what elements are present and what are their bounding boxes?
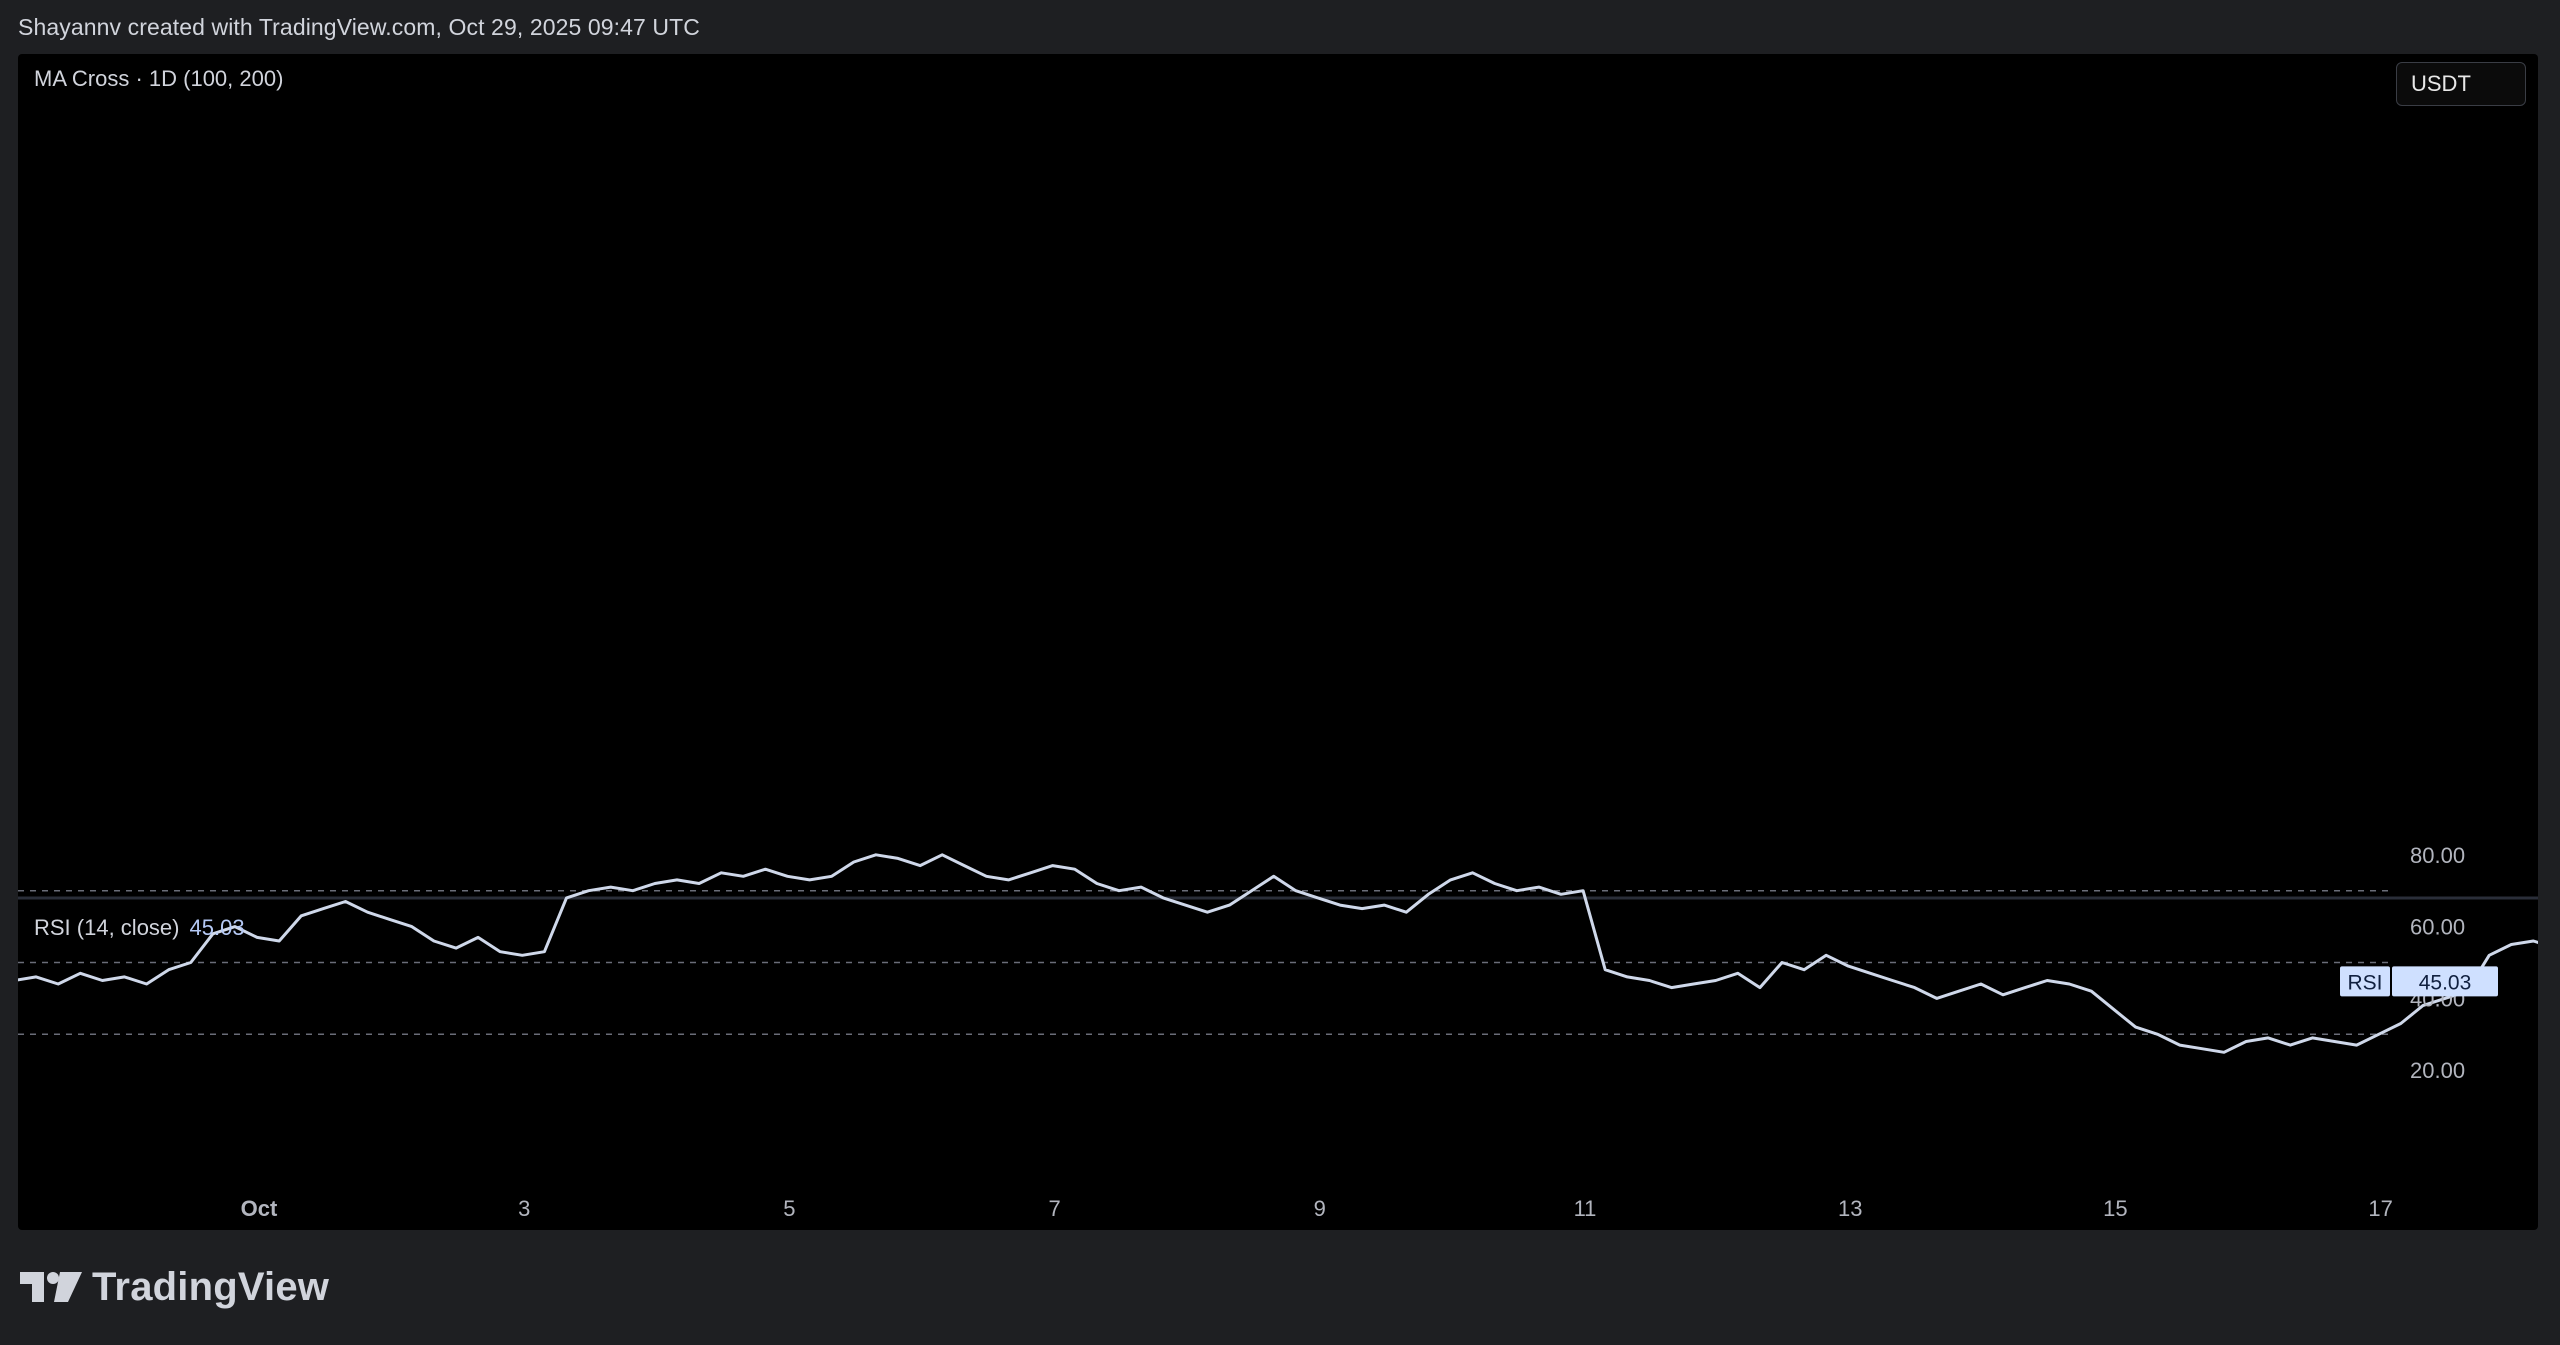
rsi-badge-name-bg xyxy=(2340,966,2390,997)
rsi-line xyxy=(18,853,2538,1054)
rsi-badge-name: RSI xyxy=(2347,971,2382,994)
time-tick-label: 17 xyxy=(2368,1196,2392,1221)
rsi-badge-value-bg xyxy=(2392,966,2498,997)
time-tick-label: 5 xyxy=(783,1196,795,1221)
badges-layer: 4,001.3502:12:42RSI45.03 xyxy=(2340,966,2498,997)
rsi-value-badge: RSI 45.03 xyxy=(2340,966,2498,997)
rsi-tick-label: 60.00 xyxy=(2410,915,2465,940)
time-tick-label: Oct xyxy=(241,1196,278,1221)
tradingview-logo[interactable]: TradingView xyxy=(20,1262,329,1312)
tradingview-logo-icon xyxy=(20,1272,82,1302)
time-tick-label: 15 xyxy=(2103,1196,2127,1221)
time-tick-label: 11 xyxy=(1574,1196,1597,1221)
rsi-label-text: RSI (14, close) xyxy=(34,915,180,940)
rsi-layer xyxy=(18,853,2538,1054)
time-tick-label: 3 xyxy=(518,1196,530,1221)
chart-canvas[interactable]: FVG 4,800.004,600.004,400.004,200.003,85… xyxy=(18,54,2538,1230)
chart-panel[interactable]: FVG 4,800.004,600.004,400.004,200.003,85… xyxy=(18,54,2538,1230)
rsi-tick-label: 20.00 xyxy=(2410,1058,2465,1083)
rsi-badge-value: 45.03 xyxy=(2419,971,2472,994)
time-tick-label: 13 xyxy=(1838,1196,1862,1221)
time-tick-label: 7 xyxy=(1048,1196,1060,1221)
time-tick-label: 9 xyxy=(1314,1196,1326,1221)
chart-credit: Shayannv created with TradingView.com, O… xyxy=(18,14,700,40)
rsi-label[interactable]: RSI (14, close) 45.03 xyxy=(34,915,245,941)
tradingview-logo-text: TradingView xyxy=(92,1264,330,1309)
currency-button[interactable]: USDT xyxy=(2396,62,2526,106)
price-axis: 4,800.004,600.004,400.004,200.003,850.00… xyxy=(2410,843,2465,1083)
rsi-label-value: 45.03 xyxy=(189,915,245,940)
time-axis: 29Oct357911131517192123252729Nov xyxy=(241,1196,2393,1221)
indicator-label[interactable]: MA Cross · 1D (100, 200) xyxy=(34,66,284,91)
rsi-tick-label: 80.00 xyxy=(2410,843,2465,868)
